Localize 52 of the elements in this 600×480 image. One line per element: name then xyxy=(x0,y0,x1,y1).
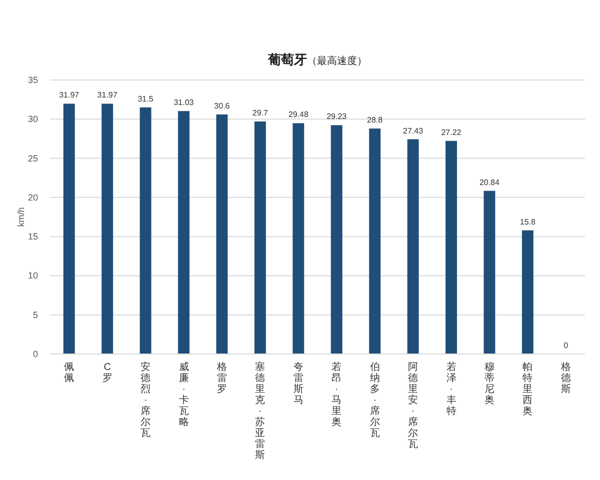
y-tick-label: 10 xyxy=(28,270,38,281)
x-tick-label: 穆蒂尼奥 xyxy=(484,361,494,406)
bar xyxy=(292,123,304,354)
y-tick-label: 25 xyxy=(28,153,38,164)
data-label: 15.8 xyxy=(520,217,536,226)
y-tick-label: 35 xyxy=(28,75,38,85)
x-tick-label: 若昂·马里奥 xyxy=(332,361,342,428)
bar xyxy=(407,139,419,354)
bar xyxy=(140,107,152,354)
bar xyxy=(102,104,114,354)
x-tick-label: 阿德里安·席尔瓦 xyxy=(408,362,418,450)
bar xyxy=(446,140,457,354)
bar xyxy=(522,230,534,354)
data-label: 29.23 xyxy=(326,112,348,122)
data-label: 27.22 xyxy=(441,128,462,137)
x-tick-label: 若泽·丰特 xyxy=(446,361,456,417)
x-tick-label: C罗 xyxy=(102,362,112,384)
bar xyxy=(216,114,228,354)
data-label: 31.97 xyxy=(97,90,118,100)
x-tick-label: 格雷罗 xyxy=(216,361,227,395)
bar xyxy=(63,104,75,354)
y-tick-label: 15 xyxy=(28,232,38,242)
bar xyxy=(178,111,190,354)
chart-subtitle: （最高速度） xyxy=(307,55,367,67)
y-tick-label: 20 xyxy=(28,192,38,202)
bar xyxy=(254,121,266,354)
x-tick-label: 威廉·卡瓦略 xyxy=(178,361,189,428)
y-tick-label: 5 xyxy=(32,310,38,320)
data-label: 20.84 xyxy=(479,178,500,187)
data-label: 31.03 xyxy=(174,98,194,108)
x-tick-label: 伯纳多·席尔瓦 xyxy=(370,361,380,439)
x-tick-label: 格德斯 xyxy=(560,361,571,395)
y-tick-label: 30 xyxy=(28,114,38,124)
data-label: 27.43 xyxy=(403,126,424,136)
chart-title: 葡萄牙 xyxy=(267,52,307,67)
data-label: 0 xyxy=(564,341,569,350)
bar xyxy=(369,128,381,354)
data-label: 29.7 xyxy=(252,108,269,118)
x-tick-label: 佩佩 xyxy=(64,362,74,384)
bar xyxy=(330,125,342,354)
bar xyxy=(484,190,496,354)
x-tick-label: 安德烈·席尔瓦 xyxy=(140,361,151,439)
data-label: 31.97 xyxy=(59,90,80,100)
data-label: 31.5 xyxy=(138,94,154,104)
x-tick-label: 夸雷斯马 xyxy=(293,361,304,406)
data-label: 28.8 xyxy=(367,116,384,125)
y-axis-title: km/h xyxy=(16,207,26,227)
category-label: 塞德里克·苏亚雷斯 xyxy=(255,362,266,461)
data-label: 30.6 xyxy=(214,101,230,110)
data-label: 29.48 xyxy=(288,110,309,120)
y-tick-label: 0 xyxy=(32,349,38,359)
x-tick-label: 帕特里西奥 xyxy=(522,361,533,417)
